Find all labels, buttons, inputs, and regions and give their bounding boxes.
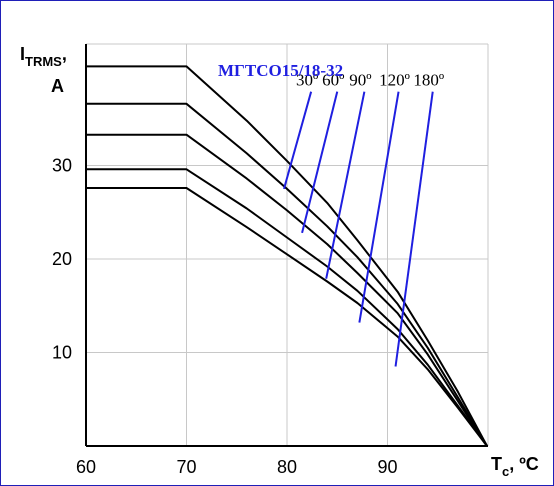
y-axis-unit: A <box>51 76 64 96</box>
y-axis-label: ITRMS, <box>20 44 67 69</box>
y-axis-label-sub: TRMS <box>25 54 62 69</box>
x-tick-label-90: 90 <box>377 457 397 477</box>
y-tick-label-30: 30 <box>52 156 72 176</box>
x-axis-label: Tc, ºC <box>491 454 539 479</box>
series-label-2: 90º <box>349 71 371 90</box>
leader-line-1 <box>301 91 339 234</box>
leader-line-2 <box>325 91 366 279</box>
leader-line-3 <box>358 91 400 323</box>
series-label-3: 120º <box>379 71 410 90</box>
series-line-1 <box>86 102 488 447</box>
series-line-2 <box>86 133 488 447</box>
tick-labels: 60 70 80 90 10 20 30 <box>52 156 398 477</box>
y-tick-label-10: 10 <box>52 343 72 363</box>
leader-line-0 <box>283 91 313 190</box>
x-axis-label-main: T <box>491 454 502 474</box>
chart-title: МГТСО15/18-32 <box>218 61 343 80</box>
y-axis-label-main: I <box>20 44 25 64</box>
grid <box>86 43 489 446</box>
x-tick-label-70: 70 <box>176 457 196 477</box>
curves <box>86 65 488 447</box>
series-line-4 <box>86 187 488 447</box>
x-axis-label-sub: c <box>502 464 509 479</box>
y-axis-label-sep: , <box>62 44 67 64</box>
series-label-1: 60º <box>322 71 344 90</box>
leader-line-4 <box>394 91 434 367</box>
series-label-4: 180º <box>413 71 444 90</box>
x-tick-label-60: 60 <box>76 457 96 477</box>
series-label-0: 30º <box>296 71 318 90</box>
series-line-0 <box>86 65 488 447</box>
series-line-3 <box>86 168 488 447</box>
y-tick-label-20: 20 <box>52 249 72 269</box>
x-axis-label-unit: , ºC <box>509 454 539 474</box>
leader-lines: 30º 60º 90º 120º 180º <box>283 71 444 367</box>
x-tick-label-80: 80 <box>277 457 297 477</box>
axes <box>85 44 488 447</box>
